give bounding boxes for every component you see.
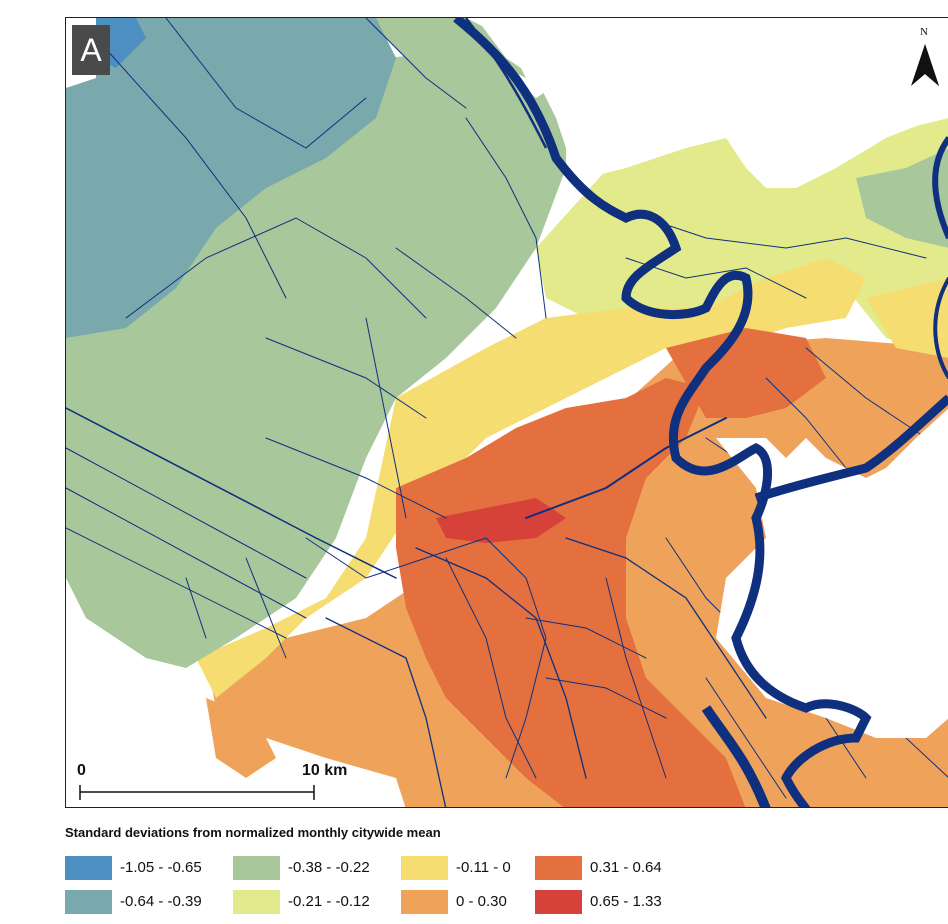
- canal-network: [66, 18, 948, 807]
- zone-neg064-neg039: [66, 18, 396, 338]
- zone-neg038-neg022-north: [366, 18, 526, 78]
- zone-west-edge-orange: [206, 698, 276, 778]
- river-east-edge-2: [933, 277, 948, 380]
- legend-swatch: [65, 890, 112, 914]
- scale-label-end: 10 km: [302, 762, 348, 779]
- legend-label: 0 - 0.30: [456, 893, 507, 910]
- main-river: [453, 18, 872, 807]
- river-east-edge: [932, 136, 948, 240]
- scale-label-start: 0: [77, 762, 86, 779]
- river-east-branch: [754, 394, 948, 503]
- legend-swatch: [65, 856, 112, 880]
- legend-swatch: [401, 856, 448, 880]
- legend-label: -0.38 - -0.22: [288, 859, 370, 876]
- map-frame[interactable]: [65, 17, 948, 808]
- legend-label: -0.11 - 0: [456, 859, 511, 876]
- white-north: [476, 18, 948, 188]
- scale-bar: [79, 785, 315, 800]
- river-layer: [453, 18, 948, 807]
- legend-label: -0.21 - -0.12: [288, 893, 370, 910]
- legend-label: 0.31 - 0.64: [590, 859, 662, 876]
- legend-label: -1.05 - -0.65: [120, 859, 202, 876]
- zone-neg021-neg012-east: [536, 118, 948, 358]
- map-canvas[interactable]: [66, 18, 948, 808]
- legend-label: 0.65 - 1.33: [590, 893, 662, 910]
- zone-neg011-0: [196, 258, 866, 698]
- zone-031-064-east: [666, 328, 826, 418]
- legend-swatch: [233, 856, 280, 880]
- legend-swatch: [233, 890, 280, 914]
- zone-neg038-neg022-east: [856, 148, 948, 248]
- legend-title: Standard deviations from normalized mont…: [65, 825, 441, 840]
- legend-swatch: [535, 890, 582, 914]
- north-arrow-icon: [911, 44, 939, 86]
- river-north-bank: [464, 18, 548, 149]
- zone-065-133: [436, 498, 566, 543]
- legend-label: -0.64 - -0.39: [120, 893, 202, 910]
- zone-neg011-0-east: [866, 278, 948, 358]
- north-label: N: [920, 26, 928, 38]
- zone-031-064: [396, 378, 746, 807]
- panel-label: A: [72, 25, 110, 75]
- river-bend-lower: [701, 705, 771, 807]
- legend-swatch: [401, 890, 448, 914]
- legend-swatch: [535, 856, 582, 880]
